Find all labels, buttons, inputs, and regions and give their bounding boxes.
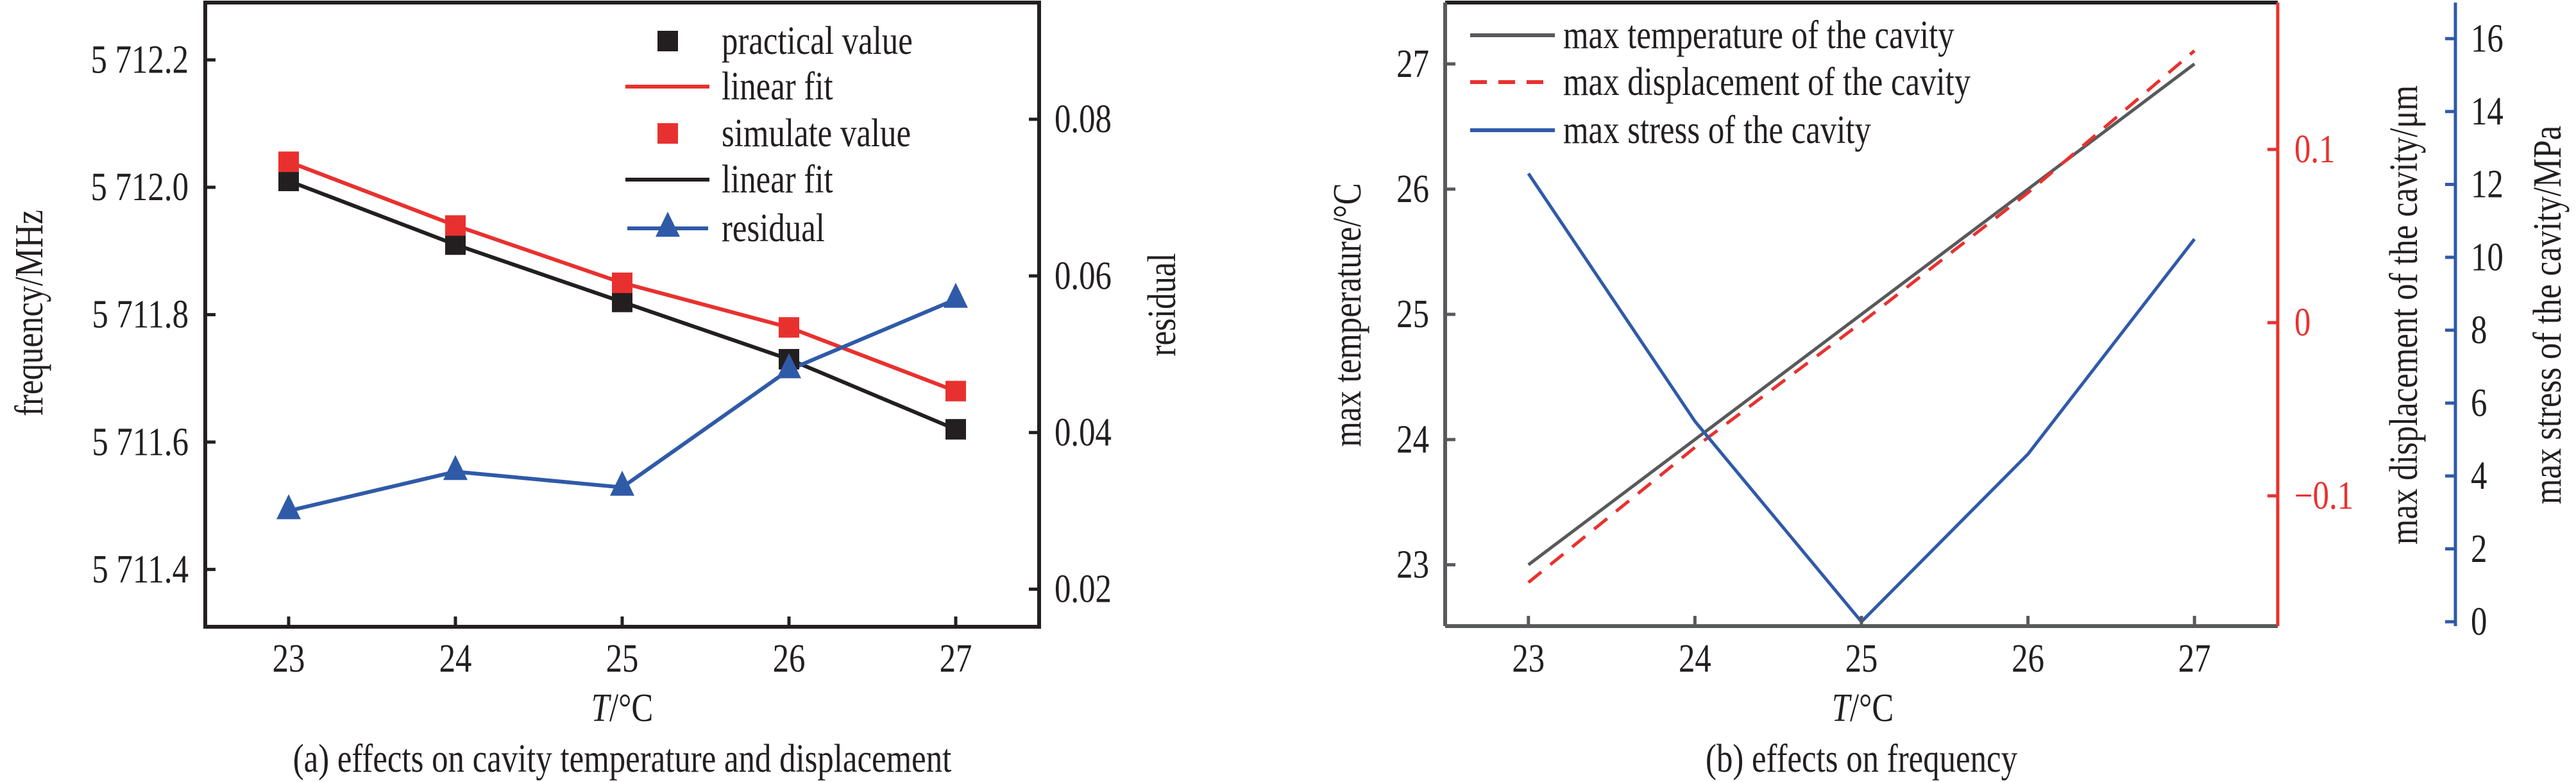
x-tick-label: 25	[606, 637, 639, 681]
data-point-square	[612, 272, 632, 293]
chart-a-right-axis-title: residual	[1140, 253, 1184, 357]
y-right-tick-label: 0.02	[1055, 567, 1112, 611]
legend-label: max stress of the cavity	[1563, 108, 1872, 153]
y-right-tick-label: 0.08	[1055, 97, 1112, 141]
chart-b-x-axis-unit: /°C	[1850, 686, 1894, 730]
legend-label: max temperature of the cavity	[1563, 13, 1954, 58]
y-right2-tick-label: 8	[2471, 308, 2487, 352]
y-right2-tick-label: 2	[2471, 527, 2487, 571]
legend-label: residual	[722, 207, 825, 251]
chart-b-x-axis-variable: T	[1832, 686, 1852, 730]
x-tick-label: 24	[439, 637, 472, 681]
x-tick-label: 24	[1679, 637, 1711, 681]
legend-triangle-icon	[656, 212, 680, 237]
y-tick-label: 5 711.8	[92, 293, 189, 337]
x-tick-label: 27	[940, 637, 972, 681]
y-tick-label: 5 712.2	[91, 38, 189, 82]
chart-b-temperature-displacement-stress: 23 24 25 26 272324252627−0.100.1024681012141…	[1325, 1, 2570, 781]
data-point-square	[779, 317, 799, 338]
y-right-tick-label: 0.1	[2294, 128, 2335, 172]
legend-label: linear fit	[722, 158, 833, 202]
chart-a-axes: 23 24 25 26 27 5 711.4 5 711.6 5 711.8 5 712.0 5 …	[91, 1, 1112, 681]
data-point-square	[278, 171, 299, 191]
chart-b-axes: 23 24 25 26 272324252627−0.100.1024681012141…	[1396, 1, 2504, 681]
x-tick-label: 26	[773, 637, 806, 681]
y-right-tick-label: 0.04	[1055, 411, 1112, 455]
data-point-square	[445, 234, 466, 255]
data-point-triangle	[777, 353, 801, 378]
legend-square-icon	[657, 123, 678, 144]
chart-a-x-axis-unit: /°C	[609, 686, 653, 730]
y-right2-tick-label: 10	[2471, 235, 2504, 280]
y-right-tick-label: 0.06	[1055, 254, 1112, 298]
chart-a-x-axis-variable: T	[591, 686, 611, 730]
y-tick-label: 25	[1396, 293, 1429, 337]
y-right2-tick-label: 6	[2471, 381, 2487, 425]
y-right-tick-label: 0	[2294, 301, 2310, 345]
series-line-max-temperature-of-the-cavity	[1527, 62, 2196, 566]
chart-a-caption: (a) effects on cavity temperature and di…	[293, 736, 952, 781]
chart-b-right-axis-title-stress: max stress of the cavity/MPa	[2525, 126, 2570, 504]
data-point-square	[612, 291, 632, 312]
data-point-triangle	[610, 470, 634, 496]
y-tick-label: 27	[1396, 42, 1429, 86]
x-tick-label: 27	[2178, 637, 2211, 681]
x-tick-label: 23	[273, 637, 305, 681]
y-right2-tick-label: 4	[2471, 454, 2487, 498]
y-tick-label: 24	[1396, 418, 1429, 462]
chart-b-caption: (b) effects on frequency	[1706, 736, 2018, 781]
chart-a-marks	[276, 151, 968, 520]
series-line-max-stress-of-the-cavity	[1527, 173, 2196, 624]
y-right2-tick-label: 16	[2471, 17, 2504, 61]
legend-label: practical value	[722, 19, 913, 64]
y-right-tick-label: −0.1	[2294, 474, 2353, 518]
legend-square-icon	[657, 31, 678, 51]
x-tick-label: 26	[2012, 637, 2044, 681]
y-tick-label: 26	[1396, 167, 1429, 211]
chart-a-x-axis-title: T/°C	[591, 686, 654, 730]
data-point-square	[445, 215, 466, 236]
data-point-triangle	[443, 455, 468, 480]
plot-frame	[203, 1, 1041, 629]
data-point-triangle	[944, 282, 968, 308]
chart-a-y-axis-title: frequency/MHz	[7, 210, 51, 416]
legend-label: simulate value	[722, 112, 911, 156]
data-point-square	[945, 419, 966, 440]
chart-a-frequency-residual: 23 24 25 26 27 5 711.4 5 711.6 5 711.8 5 712.0 5 …	[7, 1, 1184, 781]
x-tick-label: 25	[1845, 637, 1878, 681]
y-tick-label: 5 711.4	[92, 547, 189, 591]
y-right2-tick-label: 12	[2471, 162, 2504, 207]
y-tick-label: 5 712.0	[91, 165, 189, 209]
data-point-square	[945, 380, 966, 402]
data-point-square	[278, 151, 299, 173]
y-tick-label: 23	[1396, 543, 1429, 587]
series-line-max-displacement-of-the-cavity	[1527, 49, 2196, 584]
x-tick-label: 23	[1512, 637, 1545, 681]
data-point-triangle	[276, 494, 301, 520]
legend-label: max displacement of the cavity	[1563, 60, 1971, 105]
chart-b-x-axis-title: T/°C	[1832, 686, 1894, 730]
chart-b-right-axis-title-displacement: max displacement of the cavity/μm	[2382, 85, 2426, 545]
y-tick-label: 5 711.6	[92, 420, 189, 464]
y-right2-tick-label: 0	[2471, 600, 2487, 644]
chart-b-y-axis-title: max temperature/°C	[1325, 183, 1369, 446]
y-right2-tick-label: 14	[2471, 89, 2504, 133]
legend-label: linear fit	[722, 65, 833, 109]
